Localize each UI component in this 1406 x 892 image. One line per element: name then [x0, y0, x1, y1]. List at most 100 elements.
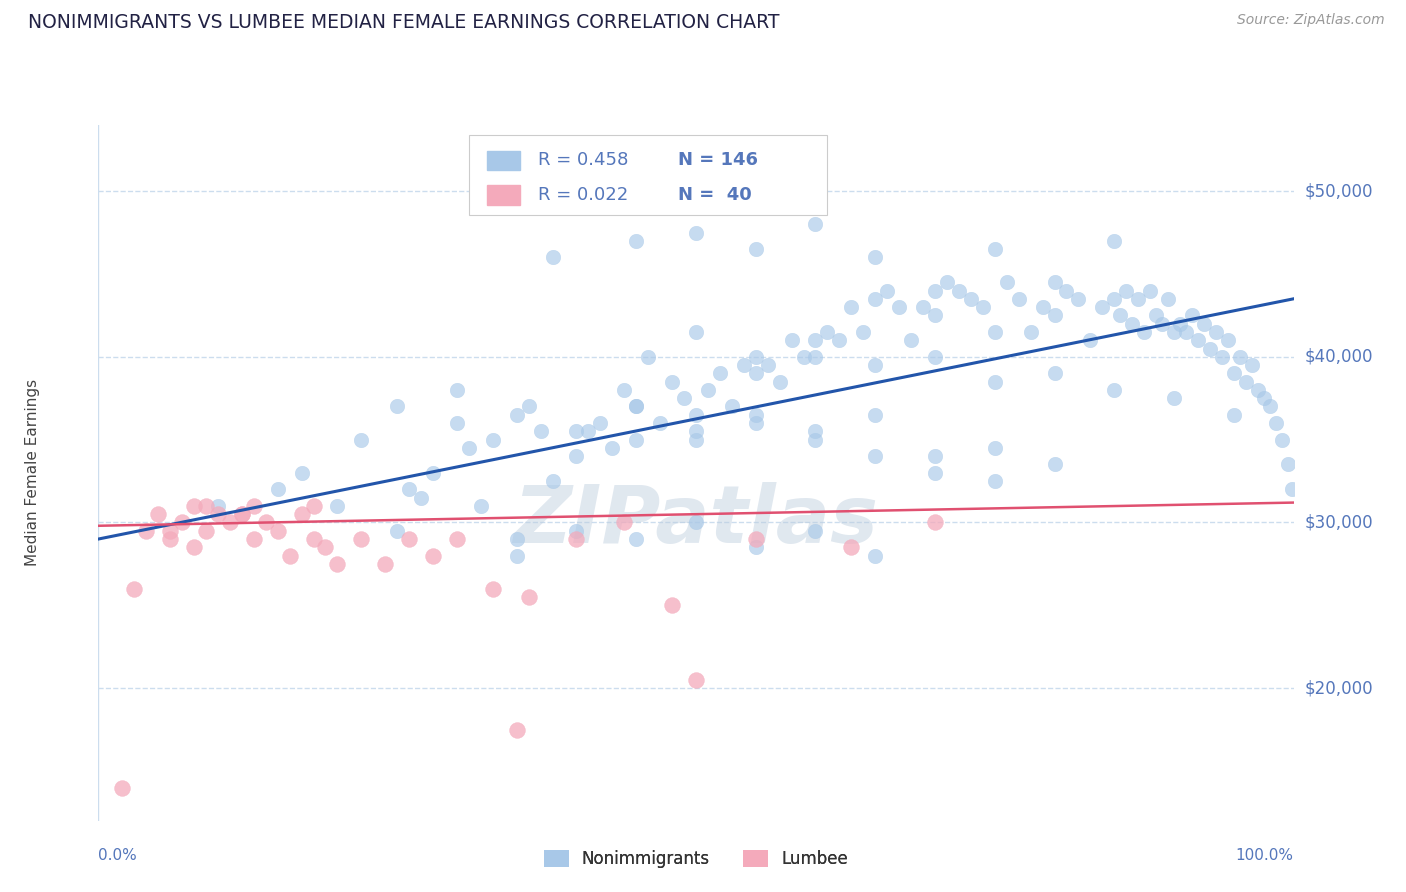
Point	[124, 582, 146, 596]
FancyBboxPatch shape	[486, 186, 520, 205]
Point	[924, 449, 946, 463]
Point	[1128, 292, 1150, 306]
Point	[385, 400, 409, 414]
Point	[506, 532, 529, 546]
Point	[685, 516, 707, 530]
Point	[1198, 342, 1220, 356]
Point	[1007, 292, 1029, 306]
Point	[541, 251, 564, 265]
Point	[804, 433, 827, 447]
Point	[111, 780, 134, 795]
Point	[804, 350, 827, 364]
Point	[924, 516, 946, 530]
Point	[422, 549, 444, 563]
Point	[1168, 317, 1191, 331]
Point	[267, 483, 290, 497]
Point	[863, 292, 886, 306]
Point	[924, 466, 946, 480]
Point	[565, 449, 588, 463]
Point	[709, 367, 731, 381]
Point	[422, 466, 444, 480]
Point	[793, 350, 815, 364]
Point	[1133, 325, 1156, 339]
Point	[302, 532, 325, 546]
Point	[889, 300, 911, 314]
Point	[839, 541, 862, 555]
Point	[1043, 367, 1066, 381]
Point	[1187, 333, 1209, 347]
Point	[983, 375, 1005, 389]
Point	[995, 275, 1018, 289]
Point	[863, 549, 886, 563]
Point	[745, 541, 768, 555]
Point	[254, 516, 277, 530]
Point	[411, 491, 433, 505]
Text: 100.0%: 100.0%	[1236, 848, 1294, 863]
Point	[863, 449, 886, 463]
Point	[517, 400, 540, 414]
Point	[1043, 275, 1066, 289]
Point	[745, 350, 768, 364]
Text: NONIMMIGRANTS VS LUMBEE MEDIAN FEMALE EARNINGS CORRELATION CHART: NONIMMIGRANTS VS LUMBEE MEDIAN FEMALE EA…	[28, 13, 779, 32]
Point	[1032, 300, 1054, 314]
Point	[1246, 383, 1268, 397]
Text: $50,000: $50,000	[1305, 182, 1374, 200]
Point	[1043, 458, 1066, 472]
Point	[1281, 483, 1303, 497]
Point	[685, 425, 707, 439]
Point	[1157, 292, 1180, 306]
Point	[565, 524, 588, 538]
Text: Median Female Earnings: Median Female Earnings	[25, 379, 41, 566]
Point	[1216, 333, 1239, 347]
Point	[959, 292, 981, 306]
Point	[648, 416, 672, 430]
Point	[565, 425, 588, 439]
Point	[1234, 375, 1257, 389]
Point	[721, 400, 744, 414]
Point	[1121, 317, 1143, 331]
Point	[159, 524, 181, 538]
Point	[446, 383, 468, 397]
Point	[624, 400, 647, 414]
Point	[745, 532, 768, 546]
Point	[780, 333, 803, 347]
Point	[673, 391, 696, 405]
Point	[446, 416, 468, 430]
Point	[972, 300, 994, 314]
Point	[1019, 325, 1042, 339]
Point	[935, 275, 957, 289]
Text: N =  40: N = 40	[678, 186, 752, 204]
Point	[613, 383, 636, 397]
Point	[745, 242, 768, 256]
Point	[1163, 391, 1185, 405]
FancyBboxPatch shape	[470, 136, 827, 215]
Point	[1091, 300, 1114, 314]
Point	[948, 284, 970, 298]
Point	[911, 300, 934, 314]
Point	[637, 350, 659, 364]
Point	[1253, 391, 1275, 405]
Point	[685, 226, 707, 240]
Text: $40,000: $40,000	[1305, 348, 1374, 366]
Point	[159, 532, 181, 546]
Point	[148, 507, 170, 521]
Point	[374, 557, 396, 571]
Point	[685, 433, 707, 447]
Text: ZIPatlas: ZIPatlas	[513, 483, 879, 560]
Point	[326, 499, 349, 513]
Legend: Nonimmigrants, Lumbee: Nonimmigrants, Lumbee	[537, 844, 855, 875]
Point	[828, 333, 851, 347]
Point	[839, 300, 862, 314]
Point	[804, 333, 827, 347]
Point	[1109, 309, 1132, 323]
Point	[267, 524, 290, 538]
Point	[398, 483, 420, 497]
Point	[1144, 309, 1167, 323]
Point	[1067, 292, 1090, 306]
Point	[481, 433, 505, 447]
Point	[852, 325, 875, 339]
Point	[745, 408, 768, 422]
Point	[924, 309, 946, 323]
Point	[983, 474, 1005, 488]
Point	[1175, 325, 1198, 339]
